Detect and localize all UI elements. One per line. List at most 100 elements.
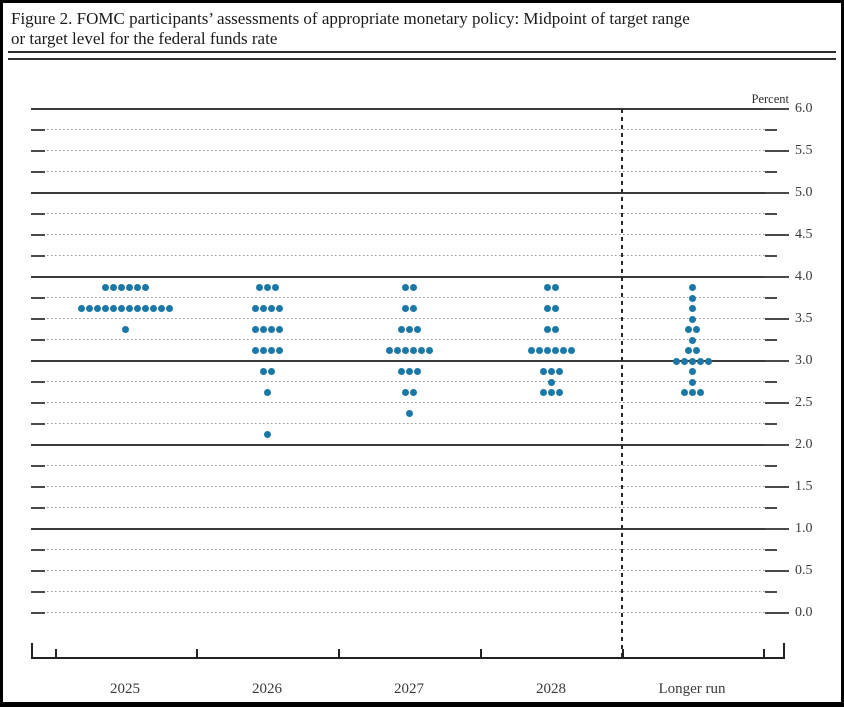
y-axis-tick-label: 4.0 — [795, 269, 813, 284]
gridline-left-tick — [31, 255, 45, 257]
gridline-right-tick — [765, 381, 777, 383]
projection-dot-longer-run-2.875 — [688, 368, 696, 375]
gridline-dotted — [31, 381, 765, 382]
projection-dot-2027-3.125 — [401, 347, 409, 354]
gridline-left-tick — [31, 381, 45, 383]
x-axis-tick — [763, 649, 765, 657]
y-axis-tick-label: 0.5 — [795, 563, 813, 578]
gridline-right-tick — [765, 402, 789, 404]
y-axis-tick-label: 3.5 — [795, 311, 813, 326]
projection-dot-2025-3.625 — [125, 305, 133, 312]
projection-dot-2026-3.125 — [267, 347, 275, 354]
projection-dot-2027-3.125 — [385, 347, 393, 354]
projection-dot-2028-3.375 — [551, 326, 559, 333]
gridline-dotted — [31, 255, 765, 256]
projection-dot-2025-3.875 — [141, 284, 149, 291]
projection-dot-2026-3.875 — [255, 284, 263, 291]
y-axis-tick-label: 5.0 — [795, 185, 813, 200]
x-axis-tick — [55, 649, 57, 657]
projection-dot-2028-2.625 — [539, 389, 547, 396]
x-axis-label: Longer run — [658, 681, 726, 697]
projection-dot-2026-3.125 — [275, 347, 283, 354]
gridline-dotted — [31, 150, 765, 151]
projection-dot-2026-3.875 — [271, 284, 279, 291]
figure-title-line2: or target level for the federal funds ra… — [11, 29, 278, 48]
projection-dot-2025-3.625 — [133, 305, 141, 312]
title-divider-rule — [8, 51, 836, 60]
gridline-right-tick — [765, 129, 777, 131]
y-axis-tick-label: 3.0 — [795, 353, 813, 368]
gridline-dotted — [31, 171, 765, 172]
projection-dot-2026-3.625 — [275, 305, 283, 312]
projection-dot-longer-run-2.75 — [688, 378, 696, 386]
projection-dot-2027-3.625 — [401, 305, 409, 312]
projection-dot-2028-3.625 — [551, 305, 559, 312]
projection-dot-2027-2.625 — [401, 389, 409, 396]
gridline-left-tick — [31, 213, 45, 215]
gridline-right-tick — [765, 339, 777, 341]
projection-dot-longer-run-3.5 — [688, 315, 696, 323]
projection-dot-2028-3.875 — [543, 284, 551, 291]
projection-dot-longer-run-3.25 — [688, 336, 696, 344]
projection-dot-2027-3.125 — [409, 347, 417, 354]
projection-dot-longer-run-3 — [672, 357, 680, 365]
gridline-left-tick — [31, 507, 45, 509]
projection-dot-2025-3.625 — [165, 305, 173, 312]
projection-dot-2028-2.625 — [547, 389, 555, 396]
gridline-dotted — [31, 318, 765, 319]
gridline-right-tick — [765, 192, 789, 194]
projection-dot-2025-3.625 — [117, 305, 125, 312]
projection-dot-2027-2.875 — [413, 368, 421, 375]
projection-dot-2028-3.125 — [543, 347, 551, 354]
gridline-right-tick — [765, 108, 789, 110]
y-axis-unit-label: Percent — [751, 92, 789, 106]
gridline-left-tick — [31, 612, 45, 614]
gridline-left-tick — [31, 171, 45, 173]
projection-dot-longer-run-3 — [704, 357, 712, 365]
projection-dot-2027-3.625 — [409, 305, 417, 312]
gridline-dotted — [31, 570, 765, 571]
projection-dot-2026-3.625 — [259, 305, 267, 312]
gridline-right-tick — [765, 528, 789, 530]
projection-dot-2028-2.875 — [547, 368, 555, 375]
x-axis-label: 2025 — [110, 681, 140, 697]
projection-dot-2027-2.875 — [397, 368, 405, 375]
x-axis-tick — [480, 649, 482, 657]
projection-dot-2025-3.625 — [149, 305, 157, 312]
projection-dot-2028-2.625 — [555, 389, 563, 396]
projection-dot-2026-3.375 — [267, 326, 275, 333]
gridline-left-tick — [31, 234, 45, 236]
gridline-left-tick — [31, 402, 45, 404]
gridline-solid — [31, 192, 765, 194]
gridline-right-tick — [765, 591, 777, 593]
projection-dot-2025-3.625 — [109, 305, 117, 312]
x-axis-line — [31, 657, 785, 659]
projection-dot-2025-3.625 — [77, 305, 85, 312]
projection-dot-2026-3.125 — [259, 347, 267, 354]
projection-dot-2028-3.625 — [543, 305, 551, 312]
projection-dot-2028-3.125 — [551, 347, 559, 354]
projection-dot-2028-3.125 — [535, 347, 543, 354]
projection-dot-2027-3.875 — [401, 284, 409, 291]
gridline-dotted — [31, 234, 765, 235]
projection-dot-2027-3.125 — [425, 347, 433, 354]
projection-dot-2028-3.125 — [567, 347, 575, 354]
gridline-right-tick — [765, 234, 789, 236]
gridline-dotted — [31, 465, 765, 466]
gridline-right-tick — [765, 360, 789, 362]
figure-title: Figure 2. FOMC participants’ assessments… — [11, 9, 831, 49]
gridline-dotted — [31, 129, 765, 130]
gridline-right-tick — [765, 213, 777, 215]
projection-dot-2027-3.125 — [417, 347, 425, 354]
projection-dot-2025-3.875 — [117, 284, 125, 291]
gridline-left-tick — [31, 591, 45, 593]
projection-dot-2025-3.625 — [101, 305, 109, 312]
projection-dot-2026-2.125 — [263, 431, 271, 438]
projection-dot-longer-run-3.125 — [692, 347, 700, 354]
projection-dot-2027-2.875 — [405, 368, 413, 375]
gridline-dotted — [31, 612, 765, 613]
y-axis-tick-label: 5.5 — [795, 143, 813, 158]
projection-dot-2026-3.875 — [263, 284, 271, 291]
projection-dot-2025-3.625 — [93, 305, 101, 312]
gridline-right-tick — [765, 444, 789, 446]
